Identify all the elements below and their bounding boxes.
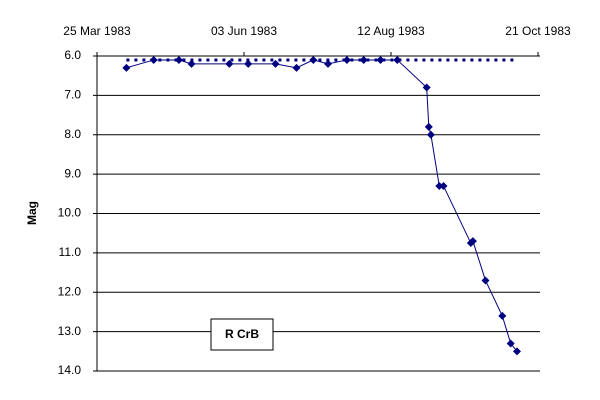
marker [393, 55, 402, 64]
y-tick-label: 14.0 [58, 363, 82, 377]
x-tick-label: 03 Jun 1983 [211, 24, 277, 38]
marker [506, 339, 515, 348]
marker [342, 55, 351, 64]
x-tick-label: 25 Mar 1983 [63, 24, 131, 38]
y-axis-label: Mag [25, 201, 39, 225]
marker [498, 311, 507, 320]
marker [513, 347, 521, 356]
y-tick-label: 13.0 [58, 324, 82, 338]
marker [468, 237, 477, 246]
marker [426, 130, 435, 139]
y-tick-label: 10.0 [58, 206, 82, 220]
marker [187, 59, 196, 68]
marker [122, 63, 131, 72]
marker [439, 181, 448, 190]
annotation: R CrB [225, 327, 259, 341]
marker [225, 59, 234, 68]
y-tick-label: 11.0 [59, 245, 82, 259]
y-tick-label: 7.0 [64, 88, 81, 102]
marker [271, 59, 280, 68]
marker [424, 122, 433, 131]
marker [174, 55, 183, 64]
y-tick-label: 9.0 [64, 166, 81, 180]
series-line [126, 59, 518, 352]
marker [435, 181, 444, 190]
marker [149, 55, 158, 64]
y-tick-label: 8.0 [64, 127, 81, 141]
y-tick-label: 6.0 [64, 48, 81, 62]
marker [244, 59, 253, 68]
marker [422, 83, 431, 92]
annotation-box [210, 318, 274, 351]
marker [481, 276, 490, 285]
marker [376, 55, 385, 64]
marker [292, 63, 301, 72]
marker [324, 59, 332, 68]
y-tick-label: 12.0 [58, 284, 82, 298]
x-tick-label: 12 Aug 1983 [357, 24, 425, 38]
x-tick-label: 21 Oct 1983 [505, 24, 571, 38]
marker [359, 55, 368, 64]
